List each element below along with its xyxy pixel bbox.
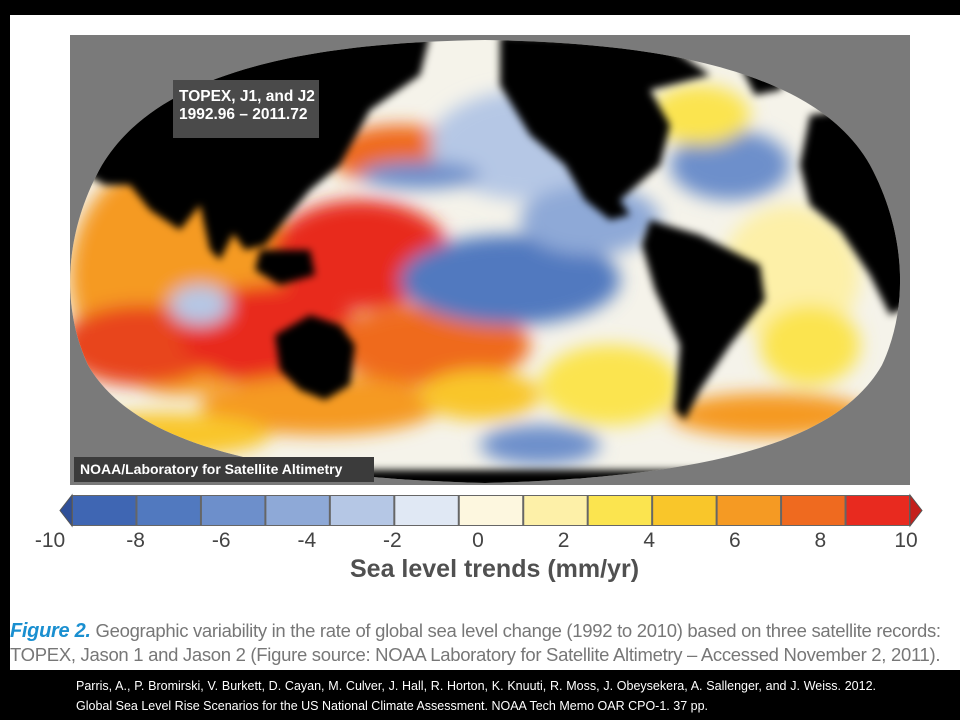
colorbar-low-arrow [59, 493, 73, 528]
map-label: TOPEX, J1, and J2 1992.96 – 2011.72 [173, 80, 319, 138]
colorbar-cell [846, 496, 909, 525]
sea-level-map [70, 35, 910, 485]
figure-caption: Figure 2. Geographic variability in the … [10, 619, 955, 667]
colorbar-cell [653, 496, 716, 525]
colorbar-tick-label: 4 [643, 529, 656, 552]
colorbar-tick-label: -10 [34, 529, 66, 552]
colorbar-tick-label: 8 [814, 529, 827, 552]
map-credit: NOAA/Laboratory for Satellite Altimetry [74, 457, 374, 482]
colorbar-tick-label: 6 [728, 529, 741, 552]
colorbar-cell [459, 496, 523, 525]
figure-panel: TOPEX, J1, and J2 1992.96 – 2011.72 NOAA… [10, 15, 960, 670]
colorbar-tick-label: -6 [211, 529, 231, 552]
globe [70, 40, 901, 483]
map-label-line2: 1992.96 – 2011.72 [179, 106, 308, 123]
colorbar-tick-label: -8 [126, 529, 145, 552]
colorbar-cell [137, 496, 200, 525]
colorbar [59, 493, 923, 528]
colorbar-tick-label: -2 [383, 529, 402, 552]
colorbar-cell [330, 496, 394, 525]
colorbar-tick-label: 2 [557, 529, 570, 552]
colorbar-cell [266, 496, 329, 525]
colorbar-tick-label: 0 [472, 529, 484, 552]
map-label-line1: TOPEX, J1, and J2 [179, 88, 315, 105]
colorbar-title: Sea level trends (mm/yr) [350, 555, 640, 583]
colorbar-cell [395, 496, 458, 525]
citation: Parris, A., P. Bromirski, V. Burkett, D.… [76, 679, 876, 713]
colorbar-cell [588, 496, 652, 525]
colorbar-cell [201, 496, 265, 525]
caption-text: Geographic variability in the rate of gl… [10, 620, 941, 665]
colorbar-tick-label: -4 [297, 529, 317, 552]
colorbar-tick-label: 10 [894, 529, 918, 552]
colorbar-cell [717, 496, 781, 525]
figure-label: Figure 2. [10, 620, 91, 642]
colorbar-cell [73, 496, 136, 525]
colorbar-cell [782, 496, 845, 525]
sea-level-trend-field [70, 85, 870, 465]
colorbar-cell [524, 496, 587, 525]
colorbar-high-arrow [909, 493, 923, 528]
